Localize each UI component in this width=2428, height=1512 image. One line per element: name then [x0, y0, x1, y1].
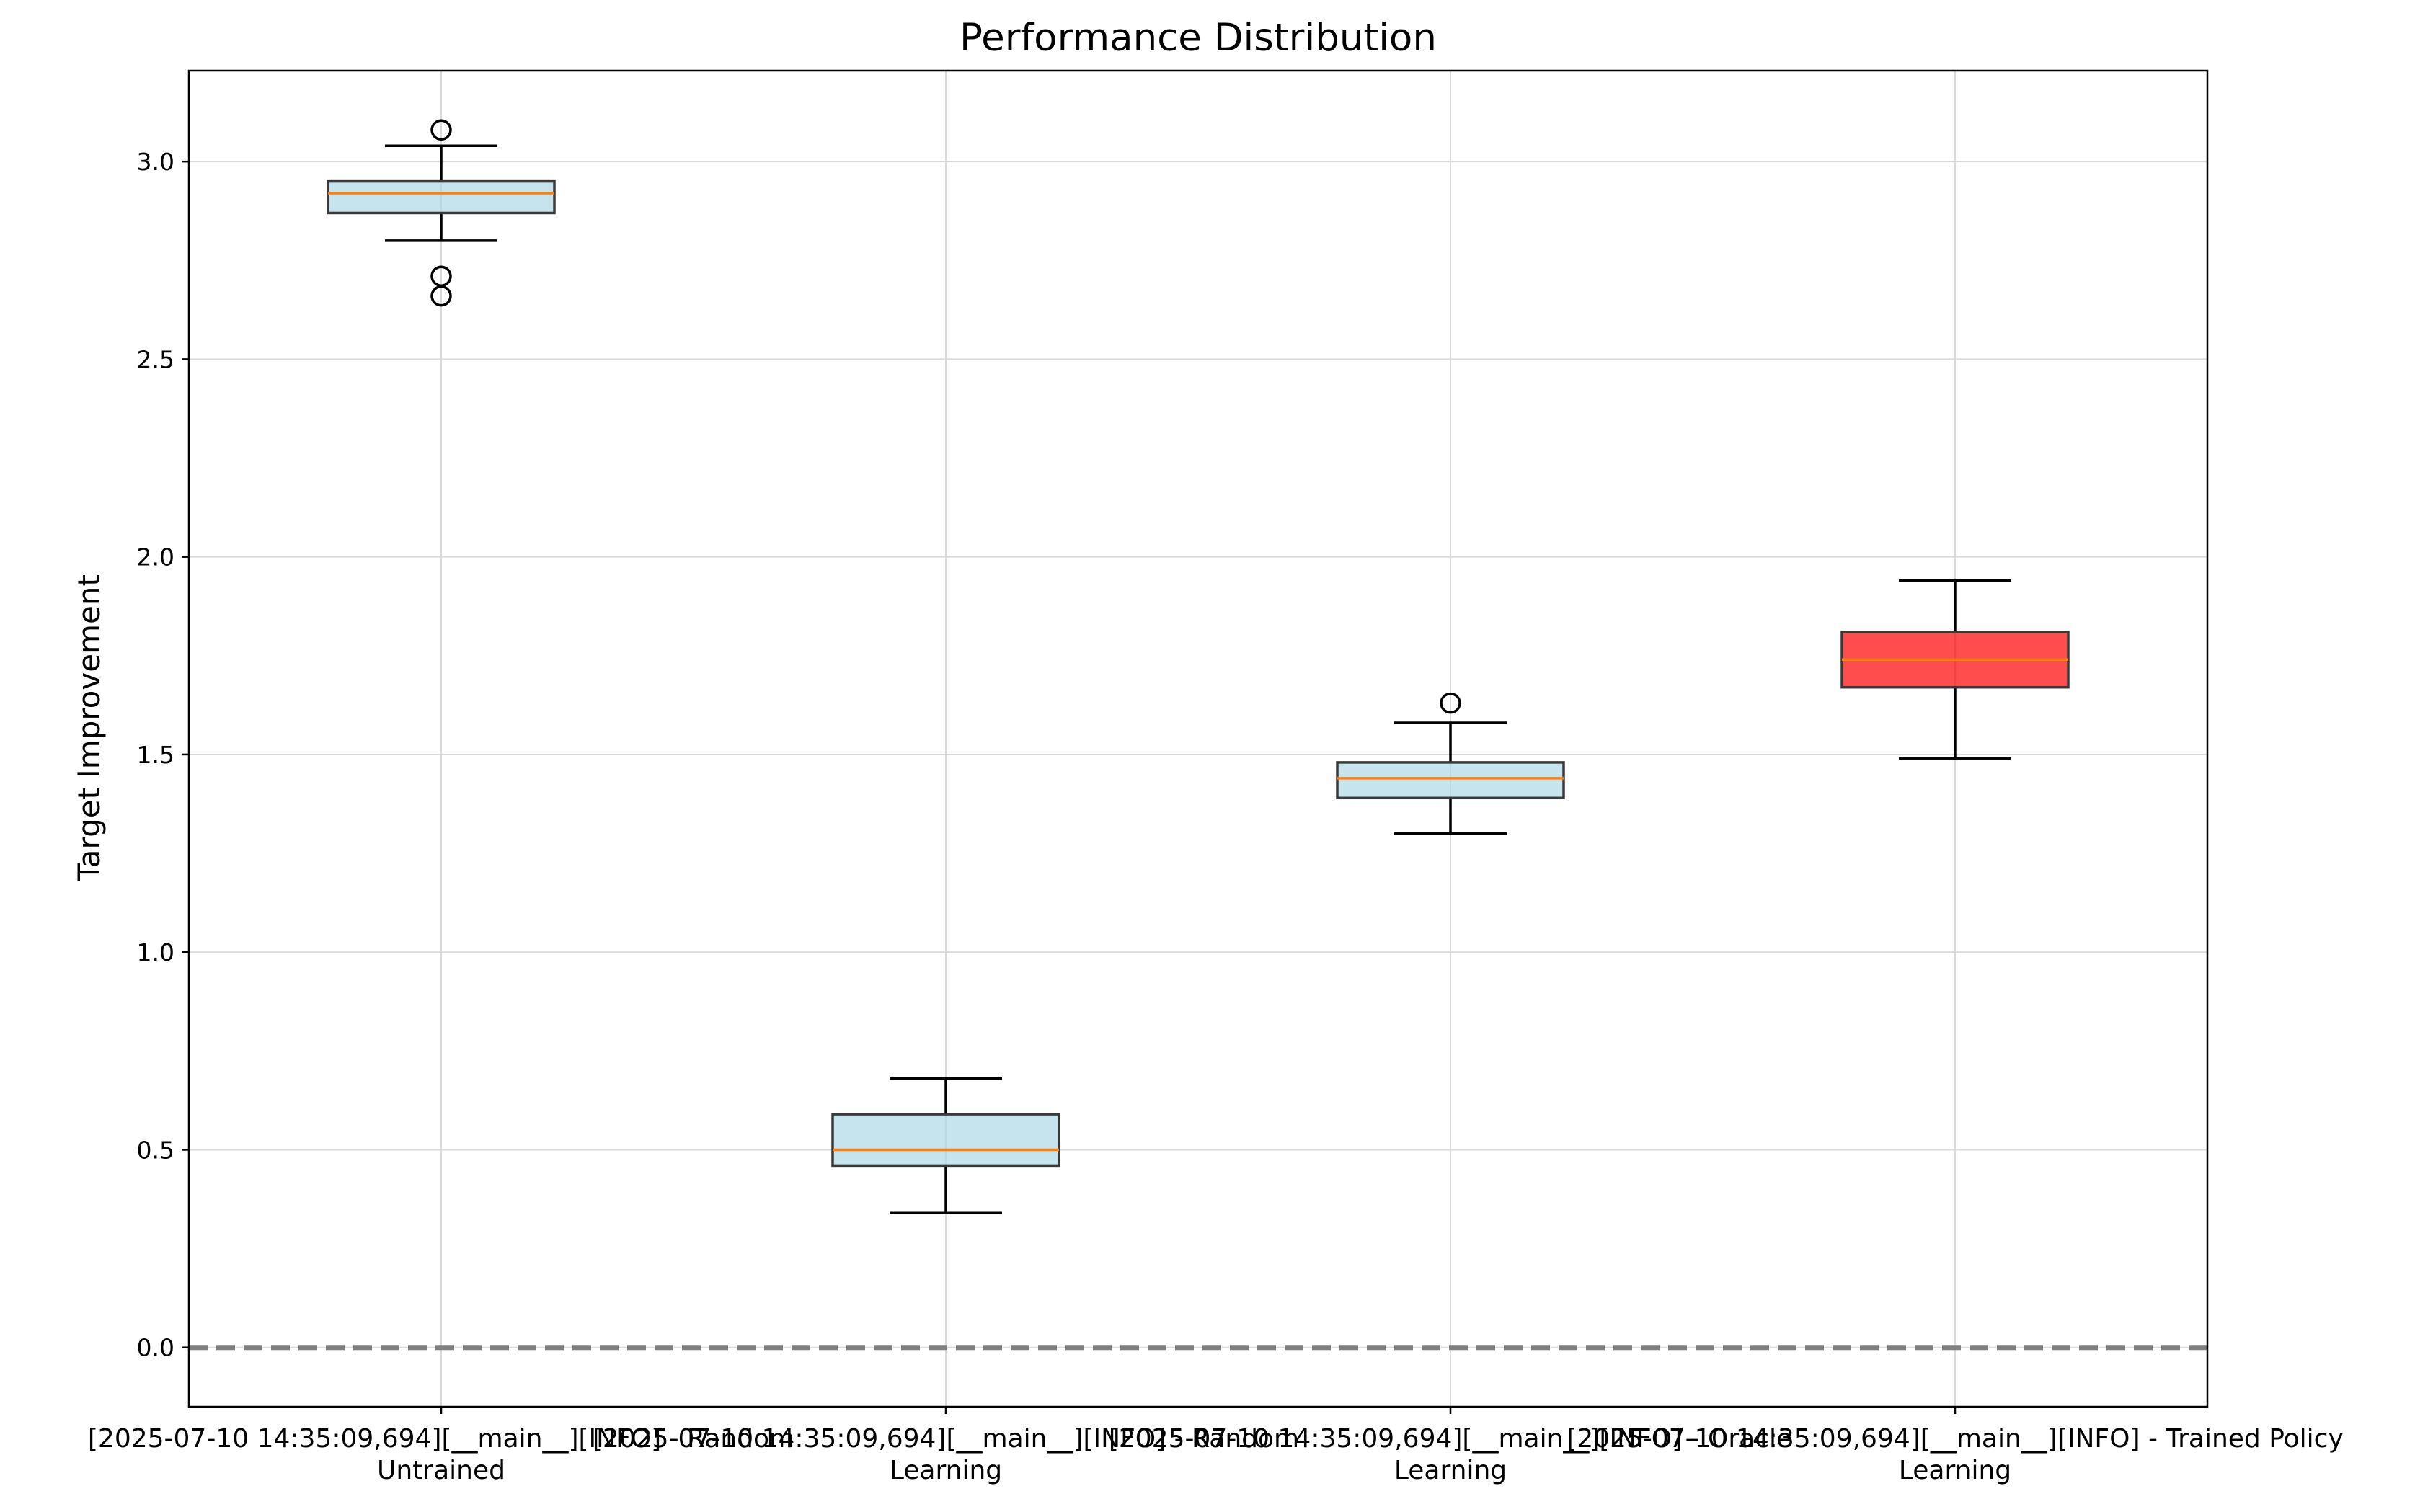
- y-tick-label: 0.0: [137, 1334, 174, 1362]
- category-label-line: [2025-07-10 14:35:09,694][__main__][INFO…: [593, 1424, 1299, 1454]
- box-group-4: [1840, 579, 2070, 760]
- category-label-line: Learning: [1394, 1456, 1507, 1485]
- box-group-3: [1336, 692, 1565, 835]
- chart-title: Performance Distribution: [960, 16, 1437, 60]
- category-label: [2025-07-10 14:35:09,694][__main__][INFO…: [593, 1424, 1299, 1485]
- outlier-point: [430, 119, 452, 141]
- category-label: [2025-07-10 14:35:09,694][__main__][INFO…: [1109, 1424, 1792, 1485]
- category-label-line: Learning: [890, 1456, 1002, 1485]
- box-group-2: [831, 1077, 1060, 1214]
- plot-area: 0.0 0.5 1.0 1.5 2.0 2.5 3.0 [2025-07-10 14:35:0…: [88, 69, 2344, 1485]
- y-tick-label: 2.5: [137, 345, 174, 373]
- y-tick-label: 0.5: [137, 1136, 174, 1164]
- category-label-line: Untrained: [377, 1456, 505, 1485]
- y-tick-label: 3.0: [137, 148, 174, 176]
- category-label-line: Learning: [1899, 1456, 2011, 1485]
- outlier-point: [1440, 692, 1461, 714]
- y-tick-label: 2.0: [137, 543, 174, 572]
- y-axis-title: Target Improvement: [71, 574, 107, 882]
- category-label: [2025-07-10 14:35:09,694][__main__][INFO…: [88, 1424, 794, 1485]
- category-label-line: [2025-07-10 14:35:09,694][__main__][INFO…: [88, 1424, 794, 1454]
- category-label: [2025-07-10 14:35:09,694][__main__][INFO…: [1567, 1424, 2344, 1485]
- iqr-box: [831, 1113, 1060, 1168]
- category-label-line: [2025-07-10 14:35:09,694][__main__][INFO…: [1109, 1424, 1792, 1454]
- y-tick-label: 1.5: [137, 741, 174, 769]
- category-label-line: [2025-07-10 14:35:09,694][__main__][INFO…: [1567, 1424, 2344, 1454]
- y-tick-label: 1.0: [137, 938, 174, 966]
- iqr-box: [327, 179, 556, 215]
- box-group-1: [327, 119, 556, 307]
- axes-frame: [187, 69, 2209, 1408]
- outlier-point: [430, 285, 452, 307]
- iqr-box: [1336, 761, 1565, 800]
